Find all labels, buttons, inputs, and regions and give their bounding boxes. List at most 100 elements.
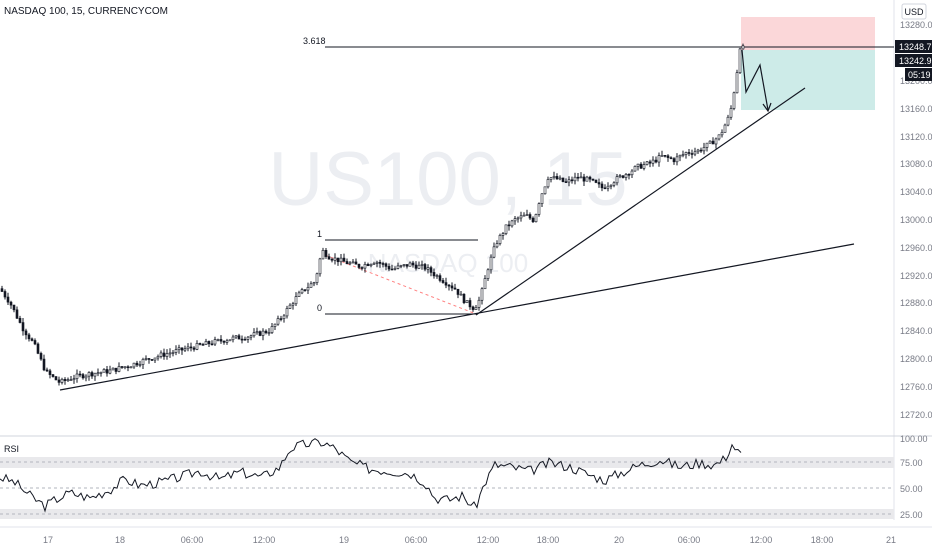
- candle-body[interactable]: [561, 177, 565, 182]
- candle-body[interactable]: [684, 152, 688, 155]
- candle-body[interactable]: [69, 379, 73, 381]
- candle-body[interactable]: [633, 166, 637, 172]
- candle-body[interactable]: [363, 264, 367, 269]
- candle-body[interactable]: [687, 152, 691, 154]
- candle-body[interactable]: [225, 340, 229, 343]
- candle-body[interactable]: [489, 256, 493, 271]
- candle-body[interactable]: [240, 338, 244, 341]
- candle-body[interactable]: [336, 257, 340, 263]
- candle-body[interactable]: [375, 261, 379, 264]
- candle-body[interactable]: [507, 224, 511, 227]
- candle-body[interactable]: [540, 193, 544, 204]
- candle-body[interactable]: [384, 263, 388, 267]
- candle-body[interactable]: [90, 372, 94, 377]
- candle-body[interactable]: [645, 161, 649, 165]
- candle-body[interactable]: [342, 257, 346, 262]
- candle-body[interactable]: [636, 163, 640, 167]
- candle-body[interactable]: [441, 280, 445, 283]
- candle-body[interactable]: [615, 176, 619, 184]
- candle-body[interactable]: [192, 347, 196, 350]
- candle-body[interactable]: [741, 45, 745, 50]
- candle-body[interactable]: [573, 176, 577, 182]
- candle-body[interactable]: [369, 263, 373, 266]
- candle-body[interactable]: [378, 261, 382, 264]
- candle-body[interactable]: [216, 339, 220, 341]
- candle-body[interactable]: [549, 177, 553, 180]
- candle-body[interactable]: [153, 357, 157, 361]
- candle-body[interactable]: [150, 359, 154, 361]
- candle-body[interactable]: [597, 182, 601, 185]
- time-scale[interactable]: 17 18 06:00 12:00 19 06:00 12:00 18:00 2…: [43, 535, 896, 545]
- candle-body[interactable]: [75, 373, 79, 379]
- candle-body[interactable]: [624, 174, 628, 178]
- candle-body[interactable]: [261, 330, 265, 336]
- candle-body[interactable]: [156, 356, 160, 359]
- candle-body[interactable]: [387, 266, 391, 270]
- candle-body[interactable]: [102, 369, 106, 373]
- candle-body[interactable]: [399, 265, 403, 267]
- candle-body[interactable]: [168, 352, 172, 355]
- candle-body[interactable]: [51, 374, 55, 377]
- candle-body[interactable]: [459, 293, 463, 296]
- candle-body[interactable]: [105, 369, 109, 374]
- candle-body[interactable]: [264, 330, 268, 334]
- candle-body[interactable]: [474, 307, 478, 310]
- candle-body[interactable]: [276, 318, 280, 325]
- candle-body[interactable]: [528, 214, 532, 219]
- candle-body[interactable]: [444, 282, 448, 286]
- candle-body[interactable]: [393, 268, 397, 270]
- candle-body[interactable]: [648, 161, 652, 164]
- candle-body[interactable]: [510, 220, 514, 227]
- candle-body[interactable]: [582, 176, 586, 182]
- candle-body[interactable]: [36, 343, 40, 354]
- take-profit-zone[interactable]: [741, 50, 875, 110]
- candle-body[interactable]: [396, 265, 400, 269]
- candle-body[interactable]: [252, 332, 256, 337]
- candle-body[interactable]: [669, 157, 673, 159]
- candle-body[interactable]: [354, 261, 358, 265]
- candle-body[interactable]: [468, 300, 472, 308]
- candle-body[interactable]: [471, 306, 475, 310]
- candle-body[interactable]: [33, 340, 37, 345]
- candle-body[interactable]: [210, 343, 214, 346]
- candle-body[interactable]: [453, 287, 457, 290]
- candle-body[interactable]: [702, 147, 706, 152]
- candle-body[interactable]: [204, 341, 208, 345]
- candle-body[interactable]: [627, 174, 631, 176]
- candle-body[interactable]: [129, 366, 133, 369]
- candle-body[interactable]: [606, 185, 610, 189]
- candle-body[interactable]: [711, 140, 715, 145]
- candle-body[interactable]: [339, 257, 343, 263]
- candle-body[interactable]: [81, 374, 85, 379]
- candle-body[interactable]: [0, 288, 4, 292]
- candle-body[interactable]: [312, 282, 316, 285]
- candle-body[interactable]: [255, 331, 259, 334]
- candle-body[interactable]: [366, 264, 370, 266]
- candle-body[interactable]: [576, 176, 580, 179]
- candle-body[interactable]: [588, 176, 592, 180]
- candle-body[interactable]: [591, 178, 595, 181]
- candle-body[interactable]: [189, 346, 193, 349]
- candle-body[interactable]: [57, 379, 61, 383]
- candle-body[interactable]: [426, 267, 430, 270]
- candle-body[interactable]: [567, 179, 571, 183]
- candle-body[interactable]: [594, 179, 598, 183]
- fib-retracement[interactable]: 3.618 1 0: [303, 36, 894, 315]
- candle-body[interactable]: [219, 339, 223, 342]
- candle-body[interactable]: [663, 155, 667, 157]
- candle-body[interactable]: [450, 285, 454, 289]
- candle-body[interactable]: [87, 372, 91, 377]
- candle-body[interactable]: [213, 339, 217, 345]
- candle-body[interactable]: [318, 258, 322, 275]
- price-scale[interactable]: 13280.0 13200.0 13160.0 13120.0 13080.0 …: [900, 20, 932, 420]
- candle-body[interactable]: [477, 299, 481, 308]
- candle-body[interactable]: [504, 224, 508, 234]
- candle-body[interactable]: [390, 268, 394, 271]
- candle-body[interactable]: [273, 323, 277, 327]
- candle-body[interactable]: [618, 175, 622, 178]
- candle-body[interactable]: [60, 379, 64, 383]
- candle-body[interactable]: [432, 272, 436, 277]
- candle-body[interactable]: [9, 301, 13, 306]
- candle-body[interactable]: [555, 176, 559, 180]
- candle-body[interactable]: [360, 267, 364, 269]
